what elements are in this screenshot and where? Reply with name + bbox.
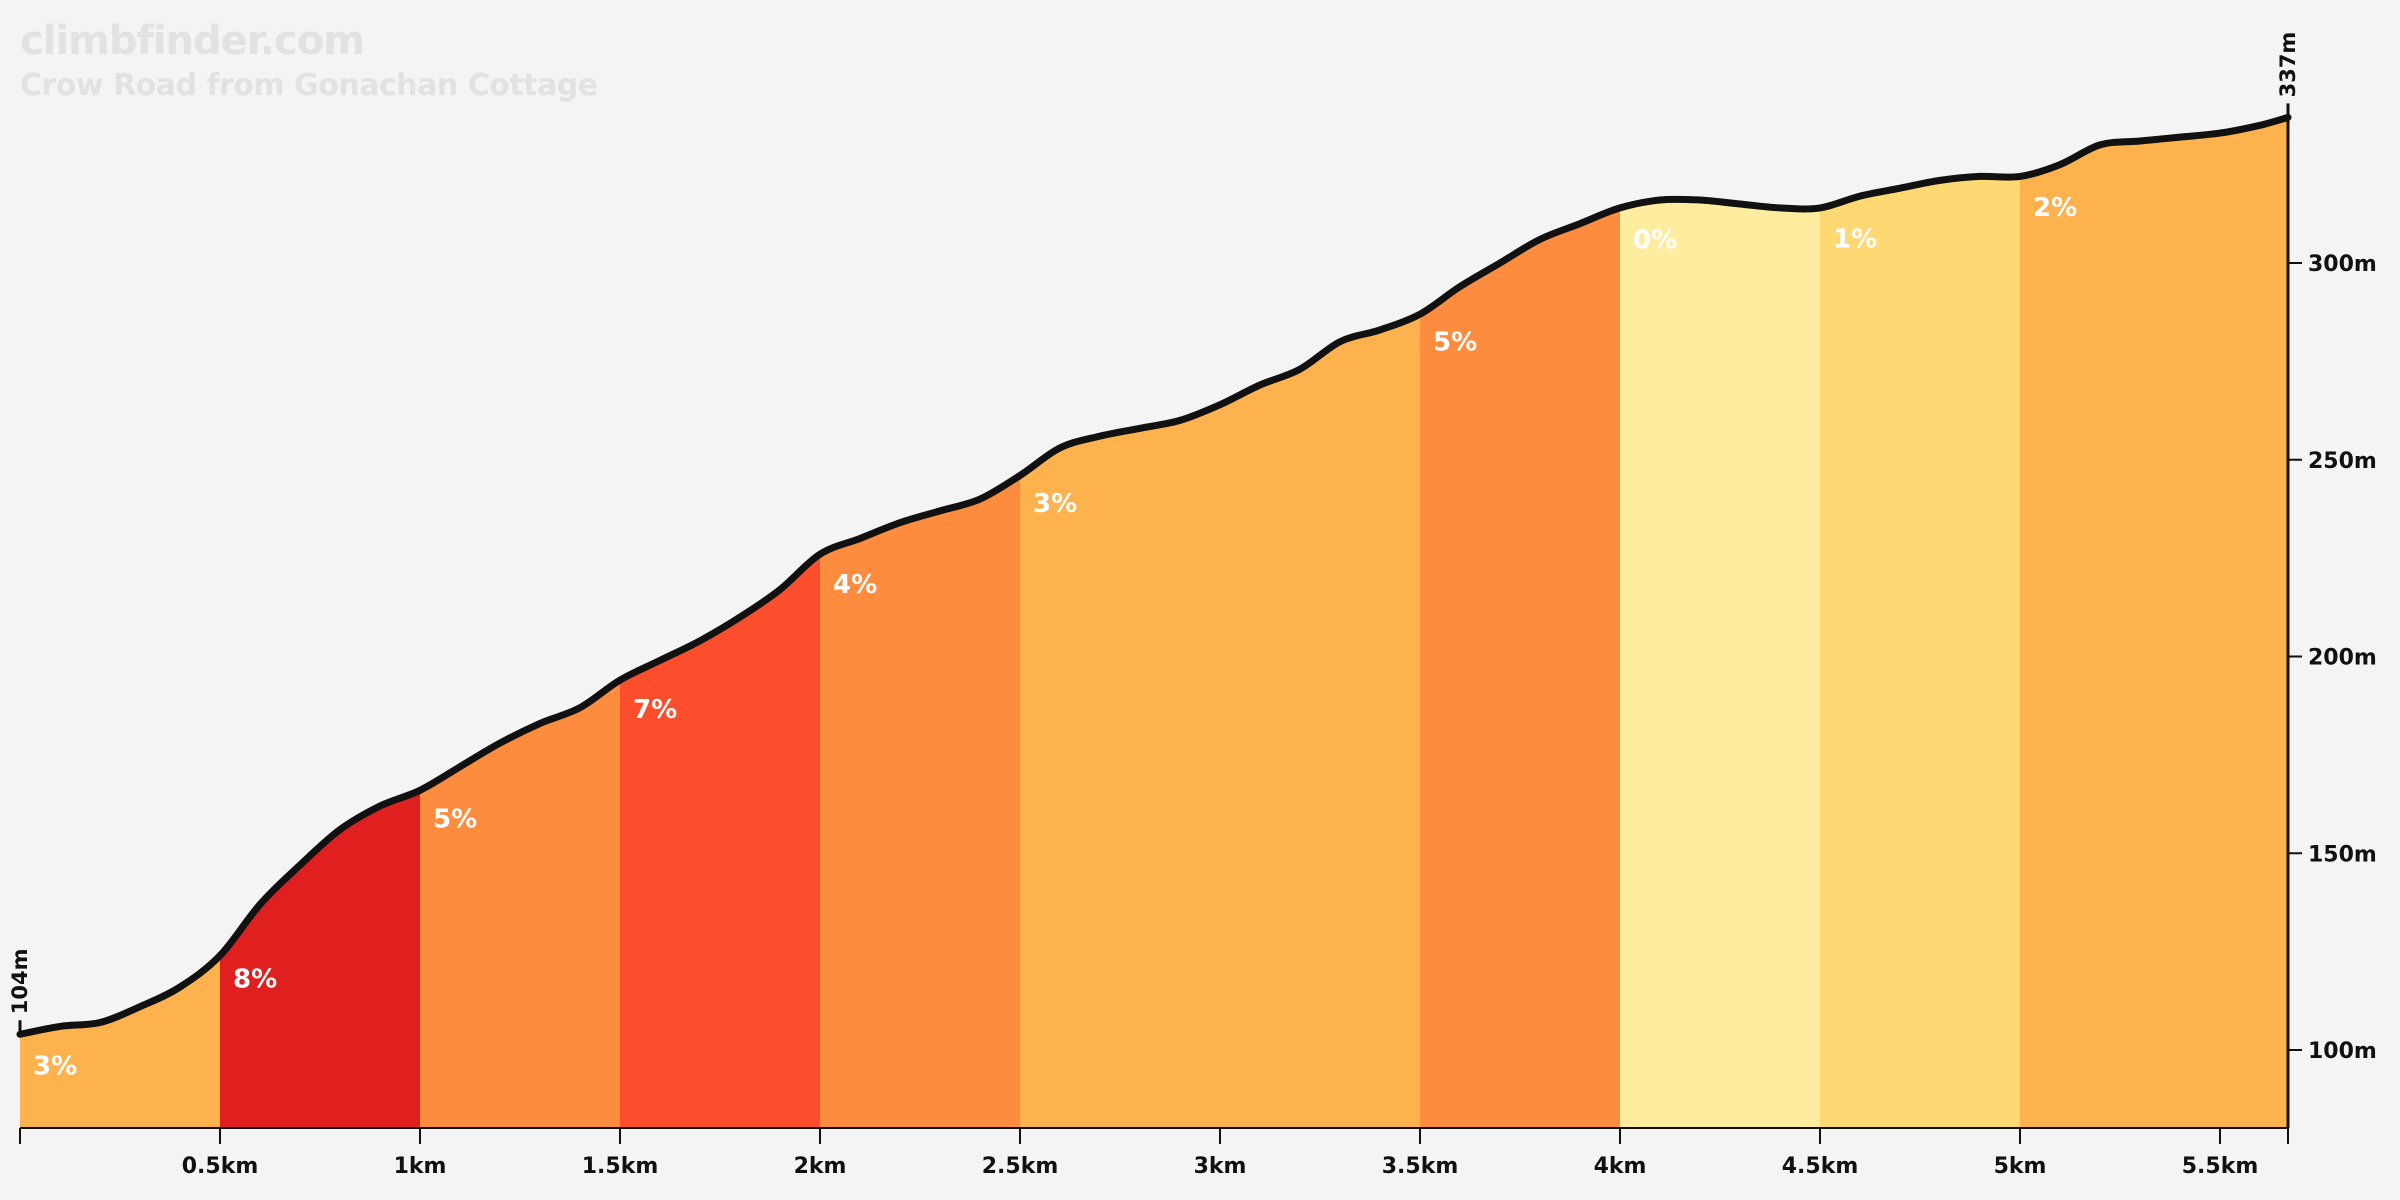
y-tick-label-3: 200m <box>2308 646 2377 671</box>
gradient-label-3: 5% <box>433 805 477 835</box>
gradient-label-10: 2% <box>2033 193 2077 223</box>
gradient-label-5: 4% <box>833 570 877 600</box>
gradient-segment-5 <box>820 117 1021 1128</box>
y-tick-label-1: 100m <box>2308 1039 2377 1064</box>
y-tick-label-2: 150m <box>2308 842 2377 867</box>
gradient-label-6: 3% <box>1033 489 1077 519</box>
axes: 0.5km 1km 1.5km 2km 2.5km 3km 3.5km 4km 4.5km 5km… <box>8 32 2377 1179</box>
gradient-segment-4 <box>620 117 821 1128</box>
x-tick-label-10: 5km <box>1994 1154 2047 1179</box>
elevation-line <box>16 113 2292 1038</box>
gradient-label-8: 0% <box>1633 225 1677 255</box>
brand-watermark: climbfinder.com <box>20 18 365 64</box>
x-tick-label-6: 3km <box>1194 1154 1247 1179</box>
gradient-label-7: 5% <box>1433 328 1477 358</box>
climb-title: Crow Road from Gonachan Cottage <box>20 68 598 103</box>
gradient-segment-10 <box>2020 117 2288 1128</box>
gradient-label-4: 7% <box>633 695 677 725</box>
start-elevation-label: 104m <box>8 949 32 1015</box>
gradient-segment-6 <box>1020 117 1421 1128</box>
x-tick-label-11: 5.5km <box>2182 1154 2259 1179</box>
x-tick-label-4: 2km <box>794 1154 847 1179</box>
x-tick-label-8: 4km <box>1594 1154 1647 1179</box>
gradient-labels: 3% 8% 5% 7% 4% 3% 5% 0% 1% 2% <box>33 193 2077 1082</box>
y-tick-label-5: 300m <box>2308 252 2377 277</box>
gradient-segment-3 <box>420 117 621 1128</box>
x-tick-label-3: 1.5km <box>582 1154 659 1179</box>
gradient-segment-9 <box>1820 117 2021 1128</box>
end-elevation-label: 337m <box>2276 32 2300 98</box>
gradient-label-9: 1% <box>1833 225 1877 255</box>
gradient-segment-2 <box>220 117 421 1128</box>
gradient-label-2: 8% <box>233 964 277 994</box>
gradient-segments <box>20 117 2288 1128</box>
gradient-label-1: 3% <box>33 1052 77 1082</box>
gradient-segment-1 <box>20 117 221 1128</box>
x-tick-label-7: 3.5km <box>1382 1154 1459 1179</box>
x-tick-label-9: 4.5km <box>1782 1154 1859 1179</box>
y-tick-label-4: 250m <box>2308 449 2377 474</box>
gradient-segment-7 <box>1420 117 1621 1128</box>
gradient-segment-8 <box>1620 117 1821 1128</box>
x-tick-label-1: 0.5km <box>182 1154 259 1179</box>
x-tick-label-5: 2.5km <box>982 1154 1059 1179</box>
x-tick-label-2: 1km <box>394 1154 447 1179</box>
